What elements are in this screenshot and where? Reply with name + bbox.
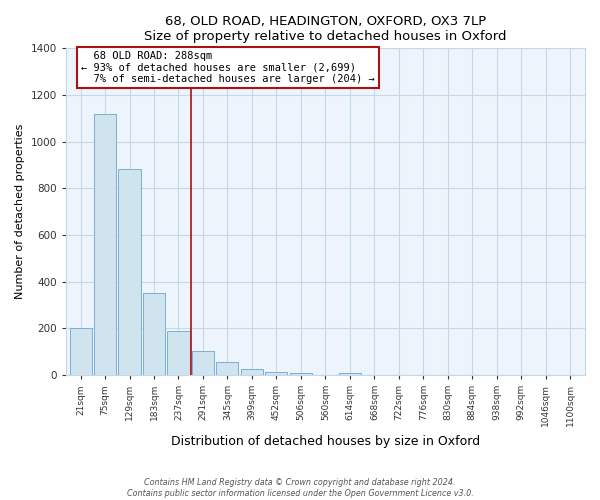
Bar [339, 372, 361, 375]
Title: 68, OLD ROAD, HEADINGTON, OXFORD, OX3 7LP
Size of property relative to detached : 68, OLD ROAD, HEADINGTON, OXFORD, OX3 7L… [144, 15, 506, 43]
Bar [217, 362, 238, 375]
Bar [290, 372, 312, 375]
Bar [265, 372, 287, 375]
Y-axis label: Number of detached properties: Number of detached properties [15, 124, 25, 300]
Bar [241, 369, 263, 375]
Text: 68 OLD ROAD: 288sqm
← 93% of detached houses are smaller (2,699)
  7% of semi-de: 68 OLD ROAD: 288sqm ← 93% of detached ho… [81, 50, 374, 84]
Bar [118, 168, 140, 375]
Bar [143, 294, 165, 375]
Bar [94, 114, 116, 375]
Bar [167, 330, 190, 375]
X-axis label: Distribution of detached houses by size in Oxford: Distribution of detached houses by size … [171, 434, 480, 448]
Bar [192, 350, 214, 375]
Bar [70, 328, 92, 375]
Text: Contains HM Land Registry data © Crown copyright and database right 2024.
Contai: Contains HM Land Registry data © Crown c… [127, 478, 473, 498]
